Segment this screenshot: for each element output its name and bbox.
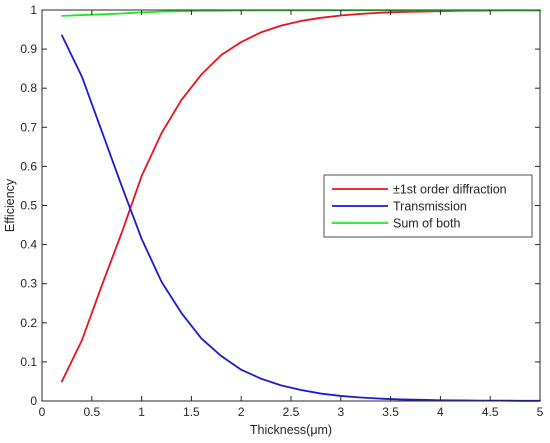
x-tick-label: 1 [138,405,145,419]
y-tick-label: 1 [30,3,37,17]
legend-label-diffraction: ±1st order diffraction [393,183,507,197]
y-tick-label: 0.2 [20,316,37,330]
y-tick-label: 0.1 [20,355,37,369]
x-tick-label: 0.5 [83,405,100,419]
x-tick-label: 2 [238,405,245,419]
x-tick-label: 4.5 [482,405,499,419]
legend-entry-sum: Sum of both [332,217,460,231]
y-tick-label: 0.4 [20,238,37,252]
y-tick-label: 0.3 [20,277,37,291]
y-axis-label: Efficiency [3,178,17,232]
legend-label-transmission: Transmission [393,200,467,214]
y-tick-label: 0.9 [20,42,37,56]
x-tick-label: 3 [337,405,344,419]
legend: ±1st order diffraction Transmission Sum … [323,174,533,238]
x-tick-label: 5 [537,405,544,419]
legend-entry-transmission: Transmission [332,200,467,214]
y-tick-label: 0.6 [20,159,37,173]
legend-entry-diffraction: ±1st order diffraction [332,183,507,197]
series-line-transmission [61,34,541,402]
y-tick-label: 0.5 [20,199,37,213]
y-tick-label: 0.7 [20,120,37,134]
y-tick-label: 0 [30,394,37,408]
ticks-layer: 0 0.5 1 1.5 2 2.5 3 3.5 4 4.5 5 0 0.1 0.2 0.3 0.4 0.5 0.6… [20,3,543,419]
x-tick-label: 1.5 [183,405,200,419]
x-axis-label: Thickness(μm) [250,423,332,437]
legend-label-sum: Sum of both [393,217,460,231]
x-tick-label: 4 [437,405,444,419]
y-tick-label: 0.8 [20,81,37,95]
x-tick-label: 3.5 [382,405,399,419]
x-tick-label: 2.5 [283,405,300,419]
x-tick-label: 0 [39,405,46,419]
